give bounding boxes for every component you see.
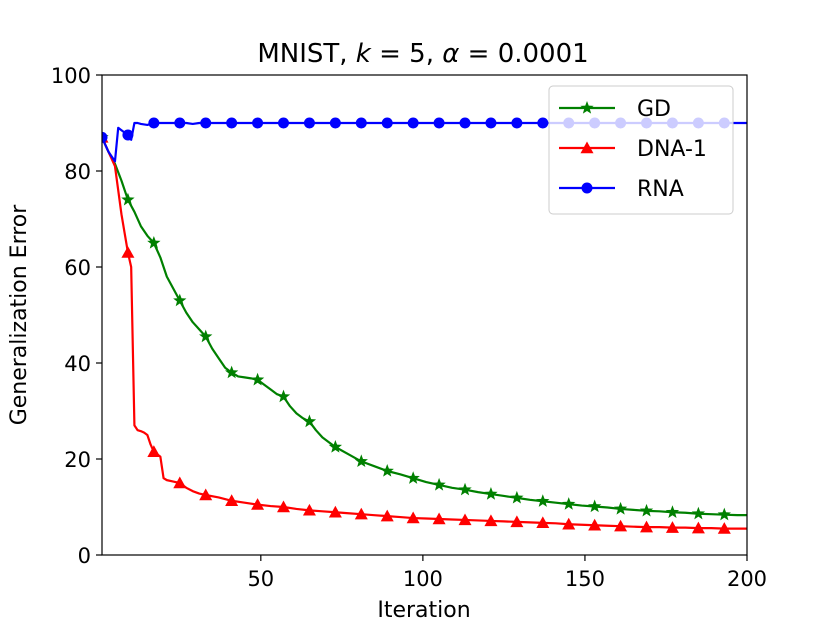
- data-point-rna: [303, 117, 315, 129]
- data-point-gd: [121, 192, 135, 206]
- data-point-rna: [381, 117, 393, 129]
- data-point-dna-1: [147, 445, 161, 457]
- data-point-dna-1: [432, 512, 446, 525]
- data-point-dna-1: [354, 507, 368, 520]
- legend-marker: [580, 101, 594, 114]
- data-point-rna: [329, 117, 341, 129]
- data-point-dna-1: [614, 519, 628, 532]
- data-point-gd: [354, 454, 368, 468]
- series-line-gd: [102, 136, 747, 517]
- data-point-rna: [148, 117, 160, 129]
- data-point-rna: [226, 117, 238, 129]
- legend-marker: [580, 141, 594, 154]
- data-point-rna: [433, 117, 445, 129]
- x-tick-label: 100: [403, 567, 443, 591]
- data-point-gd: [224, 365, 239, 379]
- y-tick-label: 60: [64, 256, 91, 280]
- data-point-dna-1: [588, 518, 602, 531]
- data-point-dna-1: [121, 246, 135, 258]
- data-point-gd: [276, 389, 291, 403]
- axes-layer: 50 100 150 200 0 20 40 60 80 100: [51, 64, 767, 591]
- data-point-dna-1: [458, 513, 472, 526]
- chart-title: MNIST, k = 5, α = 0.0001: [257, 39, 588, 69]
- data-point-gd: [432, 477, 446, 491]
- data-point-dna-1: [691, 521, 705, 534]
- data-point-rna: [537, 117, 549, 129]
- legend-marker: [581, 182, 593, 194]
- y-tick-label: 80: [64, 160, 91, 184]
- series-line-dna-1: [102, 136, 747, 530]
- data-point-rna: [252, 117, 264, 129]
- data-point-rna: [102, 131, 108, 143]
- data-point-gd: [147, 236, 161, 249]
- data-point-gd: [717, 507, 731, 521]
- x-tick-label: 150: [565, 567, 605, 591]
- data-point-dna-1: [406, 511, 420, 524]
- legend-entry-gd: GD: [559, 97, 671, 122]
- data-point-rna: [355, 117, 367, 129]
- data-point-dna-1: [173, 476, 187, 489]
- data-point-gd: [613, 501, 628, 515]
- data-point-rna: [459, 117, 471, 129]
- data-point-dna-1: [536, 516, 550, 529]
- data-point-gd: [173, 293, 187, 307]
- y-tick-label: 0: [78, 544, 91, 568]
- data-point-dna-1: [251, 498, 265, 510]
- x-tick-label: 200: [727, 567, 767, 591]
- data-point-rna: [200, 117, 212, 129]
- data-point-gd: [691, 506, 706, 520]
- data-point-gd: [639, 503, 654, 517]
- x-axis-label: Iteration: [377, 598, 470, 623]
- legend-label: RNA: [637, 177, 684, 202]
- legend-label: DNA-1: [637, 137, 707, 162]
- data-point-dna-1: [328, 505, 342, 518]
- data-point-dna-1: [225, 494, 239, 506]
- legend-entry-rna: RNA: [559, 177, 684, 202]
- y-axis-label: Generalization Error: [7, 204, 32, 426]
- data-point-dna-1: [380, 509, 394, 522]
- data-point-dna-1: [277, 500, 291, 513]
- data-point-rna: [122, 129, 134, 141]
- legend-entry-dna-1: DNA-1: [559, 137, 707, 162]
- data-point-rna: [485, 117, 497, 129]
- x-tick-label: 50: [247, 567, 274, 591]
- data-point-dna-1: [640, 520, 654, 533]
- data-point-gd: [588, 499, 602, 513]
- y-tick-label: 20: [64, 448, 91, 472]
- legend: GD DNA-1 RNA: [548, 85, 734, 215]
- data-point-rna: [407, 117, 419, 129]
- data-point-gd: [536, 494, 550, 507]
- data-point-gd: [199, 329, 213, 343]
- data-point-dna-1: [562, 517, 576, 530]
- data-point-gd: [250, 372, 265, 386]
- legend-label: GD: [637, 97, 671, 122]
- data-point-dna-1: [302, 503, 316, 516]
- data-point-gd: [458, 482, 472, 496]
- data-point-gd: [562, 497, 576, 510]
- data-point-dna-1: [199, 488, 213, 501]
- data-point-gd: [484, 487, 498, 500]
- data-point-dna-1: [510, 515, 524, 528]
- legend-box: [548, 85, 734, 215]
- data-point-dna-1: [717, 522, 731, 534]
- data-point-gd: [328, 440, 343, 453]
- data-point-rna: [174, 117, 186, 129]
- y-tick-label: 40: [64, 352, 91, 376]
- series-gd: [102, 130, 747, 521]
- data-point-gd: [665, 505, 680, 518]
- data-point-dna-1: [665, 521, 679, 533]
- data-point-dna-1: [484, 514, 498, 527]
- data-point-gd: [510, 490, 524, 504]
- plot-frame: [101, 74, 748, 556]
- data-point-gd: [380, 464, 394, 477]
- data-point-rna: [511, 117, 523, 129]
- data-point-gd: [406, 471, 420, 484]
- data-point-rna: [278, 117, 290, 129]
- y-tick-label: 100: [51, 64, 91, 88]
- data-point-gd: [302, 414, 317, 428]
